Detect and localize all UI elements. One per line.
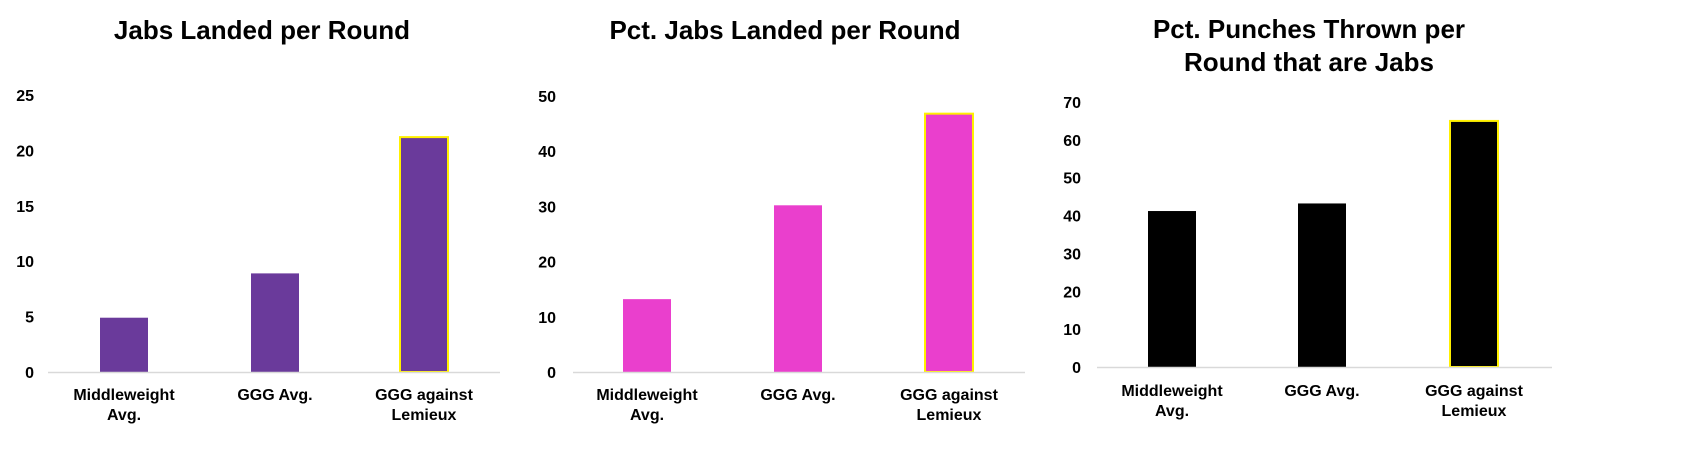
y-tick-label: 40 [1063, 209, 1081, 226]
y-tick-label: 40 [538, 144, 556, 161]
y-tick-label: 0 [1072, 360, 1081, 377]
chart-1: Jabs Landed per Round 0 5 10 15 20 25 Middlewei… [16, 15, 500, 424]
y-tick-label: 30 [1063, 246, 1081, 263]
chart-title: Pct. Punches Thrown per Round that are Ja… [1153, 14, 1465, 77]
x-category-label: GGG against Lemieux [900, 387, 998, 424]
chart-title-line: Jabs Landed per Round [114, 15, 410, 45]
chart-title-line: Pct. Punches Thrown per [1153, 14, 1465, 44]
y-tick-label: 10 [538, 310, 556, 327]
chart-title-line: Pct. Jabs Landed per Round [609, 15, 960, 45]
x-category-label-line: Avg. [630, 407, 664, 424]
x-category-label-line: Middleweight [1121, 383, 1223, 400]
y-tick-label: 0 [25, 365, 34, 382]
y-tick-label: 25 [16, 88, 34, 105]
chart-title-line: Round that are Jabs [1184, 47, 1434, 77]
bar [774, 205, 822, 372]
x-category-label-line: Lemieux [392, 407, 457, 424]
x-category-label: GGG Avg. [237, 387, 312, 404]
x-category-label-line: Middleweight [596, 387, 698, 404]
y-tick-label: 20 [16, 143, 34, 160]
chart-3: Pct. Punches Thrown per Round that are Ja… [1063, 14, 1552, 420]
x-category-label: Middleweight Avg. [73, 387, 175, 424]
chart-title: Jabs Landed per Round [114, 15, 410, 45]
y-tick-label: 50 [1063, 171, 1081, 188]
x-category-label-line: Avg. [107, 407, 141, 424]
bar [1298, 203, 1346, 367]
x-category-label-line: GGG Avg. [760, 387, 835, 404]
y-tick-label: 10 [16, 254, 34, 271]
x-category-label-line: GGG against [1425, 383, 1523, 400]
x-category-label: GGG against Lemieux [375, 387, 473, 424]
x-category-label: GGG Avg. [1284, 383, 1359, 400]
x-category-label-line: Middleweight [73, 387, 175, 404]
bar-highlighted [399, 136, 449, 373]
y-tick-label: 10 [1063, 322, 1081, 339]
y-tick-label: 70 [1063, 95, 1081, 112]
y-tick-label: 20 [1063, 284, 1081, 301]
x-category-label: Middleweight Avg. [596, 387, 698, 424]
bar [251, 273, 299, 372]
y-tick-label: 60 [1063, 133, 1081, 150]
chart-title: Pct. Jabs Landed per Round [609, 15, 960, 45]
x-category-label: GGG Avg. [760, 387, 835, 404]
bar [623, 299, 671, 372]
bar [1148, 211, 1196, 367]
bar-highlighted [924, 112, 974, 373]
x-category-label: Middleweight Avg. [1121, 383, 1223, 420]
x-category-label-line: GGG Avg. [237, 387, 312, 404]
x-category-label-line: Lemieux [917, 407, 982, 424]
bar-highlighted [1449, 119, 1499, 368]
y-tick-label: 20 [538, 255, 556, 272]
y-tick-label: 0 [547, 365, 556, 382]
x-category-label-line: Lemieux [1442, 403, 1507, 420]
x-category-label-line: GGG Avg. [1284, 383, 1359, 400]
chart-2: Pct. Jabs Landed per Round 0 10 20 30 40 50 Mid… [538, 15, 1025, 424]
x-category-label-line: GGG against [900, 387, 998, 404]
y-tick-label: 15 [16, 199, 34, 216]
y-tick-label: 50 [538, 89, 556, 106]
x-category-label-line: Avg. [1155, 403, 1189, 420]
bar [100, 317, 148, 372]
x-category-label: GGG against Lemieux [1425, 383, 1523, 420]
x-category-label-line: GGG against [375, 387, 473, 404]
y-tick-label: 5 [25, 310, 34, 327]
y-tick-label: 30 [538, 199, 556, 216]
